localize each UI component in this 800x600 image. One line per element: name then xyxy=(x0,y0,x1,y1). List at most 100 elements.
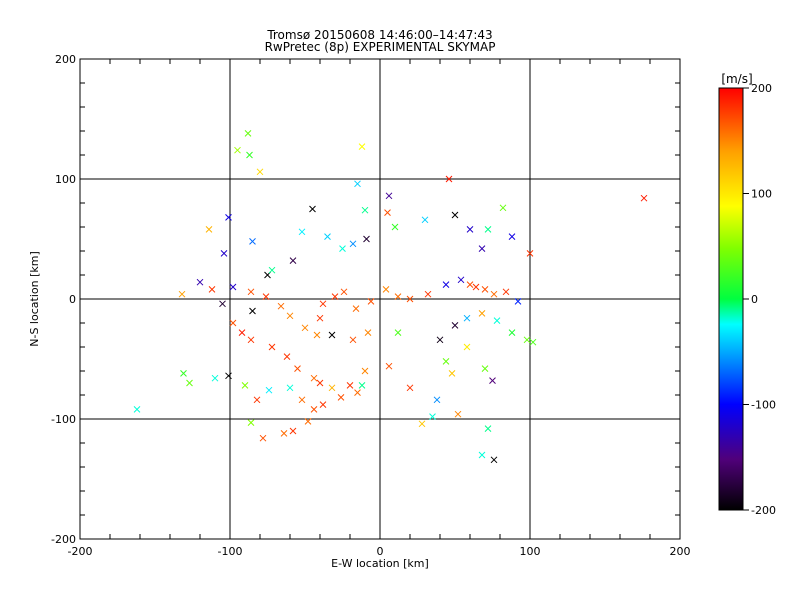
data-point-x-marker xyxy=(301,324,309,332)
data-point-x-marker xyxy=(364,329,372,336)
x-tick-label: -200 xyxy=(68,545,93,558)
data-point-x-marker xyxy=(180,370,187,377)
data-point-x-marker xyxy=(211,374,219,382)
colorbar-tick-label: 200 xyxy=(751,82,772,95)
data-point-x-marker xyxy=(493,317,501,324)
data-point-x-marker xyxy=(358,143,366,150)
data-point-x-marker xyxy=(454,410,462,418)
y-tick-label: 200 xyxy=(55,53,76,66)
data-point-x-marker xyxy=(508,233,516,240)
data-point-x-marker xyxy=(186,379,193,387)
data-point-x-marker xyxy=(354,180,361,188)
data-point-x-marker xyxy=(436,336,444,344)
data-point-x-marker xyxy=(319,300,327,308)
data-point-x-marker xyxy=(391,223,399,231)
data-point-x-marker xyxy=(316,379,324,387)
data-point-x-marker xyxy=(229,283,237,291)
data-point-x-marker xyxy=(247,336,255,344)
data-point-x-marker xyxy=(309,205,316,213)
data-point-x-marker xyxy=(418,420,426,428)
data-point-x-marker xyxy=(361,367,369,375)
data-point-x-marker xyxy=(448,370,456,377)
data-point-x-marker xyxy=(481,365,489,372)
data-point-x-marker xyxy=(304,418,312,425)
colorbar xyxy=(718,87,744,511)
data-point-x-marker xyxy=(234,146,241,154)
data-point-x-marker xyxy=(241,382,249,389)
data-point-x-marker xyxy=(280,430,288,437)
colorbar-ticks: 200 100 0 -100 -200 xyxy=(743,82,776,517)
data-point-x-marker xyxy=(514,298,522,305)
data-point-x-marker xyxy=(349,240,357,248)
data-point-x-marker xyxy=(238,329,246,336)
data-points xyxy=(133,130,648,464)
data-point-x-marker xyxy=(394,329,402,336)
data-point-x-marker xyxy=(196,278,204,286)
data-point-x-marker xyxy=(529,338,537,346)
data-point-x-marker xyxy=(229,319,237,327)
data-point-x-marker xyxy=(220,250,228,257)
colorbar-tick-label: 0 xyxy=(751,293,758,306)
data-point-x-marker xyxy=(451,322,459,329)
data-point-x-marker xyxy=(286,312,294,320)
data-point-x-marker xyxy=(421,216,429,224)
y-tick-label: 0 xyxy=(69,293,76,306)
data-point-x-marker xyxy=(178,290,186,298)
data-point-x-marker xyxy=(406,295,414,303)
x-tick-label: 100 xyxy=(520,545,541,558)
data-point-x-marker xyxy=(328,384,336,392)
data-point-x-marker xyxy=(319,401,327,408)
data-point-x-marker xyxy=(244,130,252,137)
data-point-x-marker xyxy=(133,406,141,413)
data-point-x-marker xyxy=(484,226,492,233)
data-point-x-marker xyxy=(363,235,370,243)
y-tick-label: 100 xyxy=(55,173,76,186)
data-point-x-marker xyxy=(340,288,348,296)
data-point-x-marker xyxy=(394,293,402,300)
data-point-x-marker xyxy=(328,331,336,339)
colorbar-label: [m/s] xyxy=(721,72,752,86)
data-point-x-marker xyxy=(478,310,486,317)
data-point-x-marker xyxy=(382,286,390,293)
data-point-x-marker xyxy=(265,386,273,394)
data-point-x-marker xyxy=(253,396,261,404)
data-point-x-marker xyxy=(247,419,255,426)
x-tick-label: 0 xyxy=(377,545,384,558)
data-point-x-marker xyxy=(472,283,480,291)
data-point-x-marker xyxy=(283,353,291,360)
chart-title: Tromsø 20150608 14:46:00–14:47:43 xyxy=(266,28,492,42)
data-point-x-marker xyxy=(640,194,648,202)
data-point-x-marker xyxy=(298,396,306,404)
data-point-x-marker xyxy=(406,384,414,392)
data-point-x-marker xyxy=(466,281,474,288)
data-point-x-marker xyxy=(523,336,531,344)
data-point-x-marker xyxy=(352,305,360,312)
data-point-x-marker xyxy=(499,204,507,212)
data-point-x-marker xyxy=(286,384,294,392)
data-point-x-marker xyxy=(384,209,391,216)
grid-lines xyxy=(80,59,680,539)
data-point-x-marker xyxy=(249,307,256,315)
data-point-x-marker xyxy=(346,382,354,389)
data-point-x-marker xyxy=(502,288,510,296)
data-point-x-marker xyxy=(478,245,486,252)
data-point-x-marker xyxy=(361,206,369,214)
data-point-x-marker xyxy=(268,266,276,274)
data-point-x-marker xyxy=(324,233,331,240)
data-point-x-marker xyxy=(205,226,213,233)
data-point-x-marker xyxy=(331,293,339,300)
data-point-x-marker xyxy=(490,290,498,298)
colorbar-tick-label: 100 xyxy=(751,188,772,201)
axis-ticks: -200 -100 0 100 200 -200 -100 0 100 200 xyxy=(51,53,690,558)
data-point-x-marker xyxy=(442,281,450,288)
y-tick-label: -200 xyxy=(51,533,76,546)
data-point-x-marker xyxy=(225,214,232,221)
data-point-x-marker xyxy=(339,245,346,252)
data-point-x-marker xyxy=(457,276,465,284)
data-point-x-marker xyxy=(489,377,496,384)
data-point-x-marker xyxy=(277,302,285,310)
data-point-x-marker xyxy=(451,211,459,219)
data-point-x-marker xyxy=(259,434,267,442)
y-tick-label: -100 xyxy=(51,413,76,426)
